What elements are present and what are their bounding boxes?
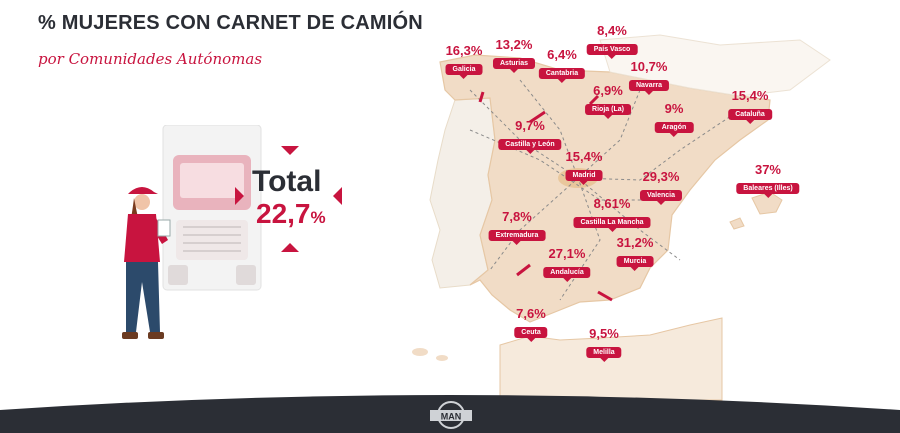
region-pct: 31,2% xyxy=(616,235,654,250)
man-logo-text: MAN xyxy=(441,412,462,422)
region-name: Madrid xyxy=(565,170,603,185)
arrow-right-icon xyxy=(235,187,244,205)
region-name: Rioja (La) xyxy=(585,104,631,119)
region-name: Valencia xyxy=(639,190,683,205)
region-label-andalucia: 27,1% Andalucía xyxy=(543,246,591,282)
region-name: Andalucía xyxy=(543,267,591,282)
region-label-extremadura: 7,8% Extremadura xyxy=(488,209,546,245)
region-pct: 7,6% xyxy=(516,306,546,321)
region-label-madrid: 15,4% Madrid xyxy=(565,149,603,185)
region-name: Cantabria xyxy=(538,68,586,83)
region-pct: 9,7% xyxy=(515,118,545,133)
arrow-left-icon xyxy=(333,187,342,205)
region-pct: 37% xyxy=(754,162,782,177)
woman-driver-icon xyxy=(122,187,171,339)
region-label-aragon: 9% Aragón xyxy=(654,101,694,137)
region-label-navarra: 10,7% Navarra xyxy=(628,59,670,95)
page-title: % MUJERES CON CARNET DE CAMIÓN xyxy=(38,12,423,34)
region-label-cataluna: 15,4% Cataluña xyxy=(728,88,772,124)
man-logo: MAN xyxy=(430,401,472,429)
region-name: Ceuta xyxy=(514,327,548,342)
region-label-castilla-la-mancha: 8,61% Castilla La Mancha xyxy=(573,196,651,232)
region-label-asturias: 13,2% Asturias xyxy=(492,37,536,73)
region-pct: 8,4% xyxy=(597,23,627,38)
region-pct: 10,7% xyxy=(630,59,668,74)
canarias-shape xyxy=(412,348,428,356)
region-pct: 6,9% xyxy=(593,83,623,98)
region-name: Murcia xyxy=(616,256,654,271)
region-pct: 15,4% xyxy=(731,88,769,103)
total-value: 22,7% xyxy=(256,198,326,229)
region-pct: 7,8% xyxy=(502,209,532,224)
total-label: Total xyxy=(252,165,322,198)
region-name: Cataluña xyxy=(728,109,772,124)
region-name: País Vasco xyxy=(586,44,638,59)
region-pct: 8,61% xyxy=(593,196,631,211)
region-name: Galicia xyxy=(445,64,483,79)
page-subtitle: por Comunidades Autónomas xyxy=(38,50,263,68)
region-name: Aragón xyxy=(654,122,694,137)
region-label-rioja: 6,9% Rioja (La) xyxy=(585,83,631,119)
truck-icon xyxy=(162,125,262,291)
region-pct: 29,3% xyxy=(642,169,680,184)
region-name: Asturias xyxy=(492,58,536,73)
region-label-melilla: 9,5% Melilla xyxy=(586,326,622,362)
region-label-baleares: 37% Baleares (Illes) xyxy=(736,162,800,198)
arrow-up-icon xyxy=(281,243,299,252)
region-name: Castilla La Mancha xyxy=(573,217,651,232)
africa-shape xyxy=(499,317,723,401)
canarias-shape-2 xyxy=(436,355,448,361)
region-label-murcia: 31,2% Murcia xyxy=(616,235,654,271)
region-label-castilla-leon: 9,7% Castilla y León xyxy=(498,118,562,154)
region-pct: 27,1% xyxy=(548,246,586,261)
region-pct: 15,4% xyxy=(565,149,603,164)
region-label-galicia: 16,3% Galicia xyxy=(445,43,483,79)
region-pct: 9,5% xyxy=(589,326,619,341)
region-pct: 9% xyxy=(664,101,684,116)
baleares-shape-small xyxy=(729,217,745,230)
region-pct: 13,2% xyxy=(495,37,533,52)
region-label-ceuta: 7,6% Ceuta xyxy=(514,306,548,342)
region-name: Extremadura xyxy=(488,230,546,245)
region-pct: 16,3% xyxy=(445,43,483,58)
region-label-cantabria: 6,4% Cantabria xyxy=(538,47,586,83)
region-name: Melilla xyxy=(586,347,622,362)
region-label-valencia: 29,3% Valencia xyxy=(639,169,683,205)
region-name: Navarra xyxy=(628,80,670,95)
region-label-pais-vasco: 8,4% País Vasco xyxy=(586,23,638,59)
region-pct: 6,4% xyxy=(547,47,577,62)
arrow-down-icon xyxy=(281,146,299,155)
region-name: Castilla y León xyxy=(498,139,562,154)
region-name: Baleares (Illes) xyxy=(736,183,800,198)
